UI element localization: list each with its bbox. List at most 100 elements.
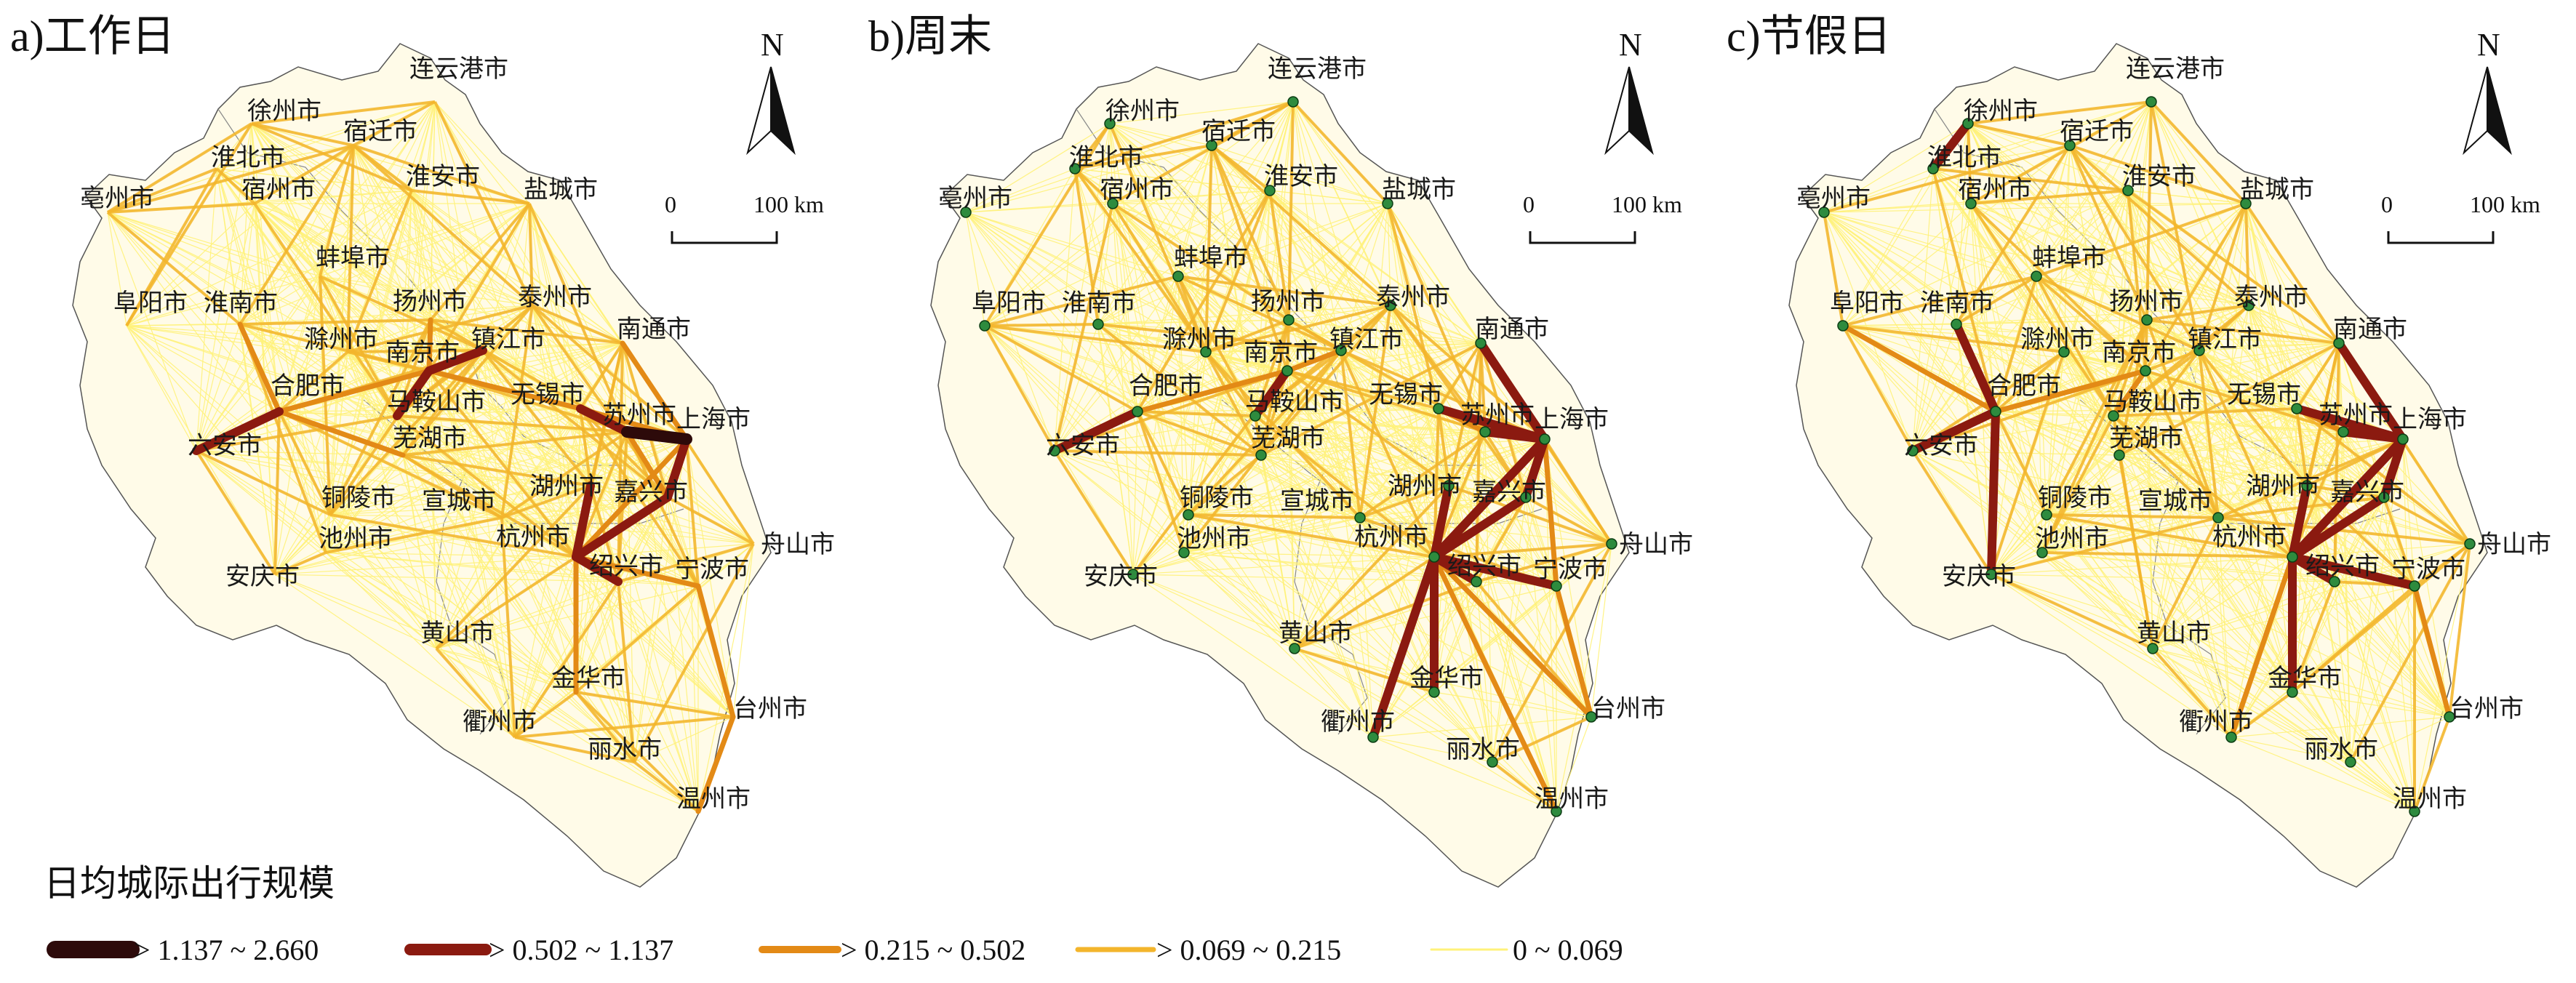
flow-line [1995,411,2153,649]
flow-line [126,203,530,326]
flow-line [2119,370,2146,456]
city-node [1433,403,1444,414]
flow-line [396,415,516,738]
flow-line [106,211,241,326]
flow-line [1054,450,1361,518]
flow-line [1525,497,1557,587]
flow-line [528,203,534,306]
city-label: 宿州市 [1100,176,1174,204]
flow-line [1912,123,1969,452]
flow-line [2118,454,2154,649]
city-node [1183,509,1194,521]
city-node [1255,449,1267,461]
flow-line [2152,585,2415,649]
city-node [1335,345,1347,356]
flow-line [1287,369,1486,433]
flow-line [1932,168,2340,344]
city-label: 金华市 [1409,665,1484,692]
flow-line [1054,450,1189,515]
city-node [2147,643,2159,654]
flow-line [575,497,668,693]
scale-start: 0 [665,191,676,217]
flow-line [325,552,635,763]
flow-line [1204,350,1361,519]
flow-line [1372,585,1557,738]
flow-lines-major [1050,339,1594,814]
flow-line [667,496,754,545]
city-node [1551,806,1562,817]
flow-line [481,349,592,487]
flow-line [396,415,734,718]
flow-line [1137,410,1262,457]
city-node [1520,492,1532,503]
flow-line [279,190,412,412]
flow-line [319,276,348,353]
flow-line [579,407,669,499]
city-label: 徐州市 [1964,97,2038,125]
flow-line [2119,454,2471,545]
flow-line [1994,411,2048,515]
city-label: 温州市 [2393,785,2467,813]
flow-line [2036,275,2200,352]
flow-上海市-杭州市 [1430,435,1549,561]
flow-line [2069,145,2120,456]
flow-line [1073,167,1207,353]
flow-line [2244,202,2340,345]
flow-line [2113,342,2340,417]
flow-line [1433,691,1557,812]
flow-line [402,454,591,487]
city-label: 湖州市 [2246,473,2320,500]
flow-line [965,123,1111,213]
city-node [2036,547,2048,558]
flow-line [319,145,355,277]
flow-line [2292,691,2415,812]
flow-宁波市-台州市 [2412,583,2452,720]
flow-line [2334,581,2351,763]
flow-line [1054,369,1288,452]
city-label: 南京市 [385,339,460,366]
flow-line [319,190,412,277]
flow-line [2333,342,2340,582]
flow-line [2151,517,2220,649]
flow-苏州市-嘉兴市 [624,429,671,500]
city-label: 金华市 [2268,665,2342,692]
flow-line [329,485,591,515]
city-node [1382,198,1393,209]
flow-line [1132,574,1374,738]
flow-line [325,485,591,553]
flow-line [2041,552,2415,812]
flow-line [2231,581,2335,738]
flow-line [2231,737,2415,812]
city-node [1990,406,2001,417]
flow-line [1340,350,1527,498]
flow-line [2112,319,2148,417]
flow-杭州市-嘉兴市 [1430,493,1530,561]
flow-line [1433,542,1612,558]
flow-line [984,323,1099,327]
flow-line [1956,324,1992,575]
flow-line [346,190,413,353]
flow-line [2145,370,2415,587]
flow-line [1112,203,1481,344]
flow-line [436,517,503,649]
city-label: 无锡市 [1369,381,1443,409]
flow-line [1438,408,1592,718]
flow-宁波市-台州市 [695,583,736,720]
flow-line [347,351,699,812]
flow-line [329,431,628,515]
flow-line [1137,411,1295,649]
city-label: 铜陵市 [2038,484,2112,512]
flow-line [1842,275,2037,327]
flow-line [329,514,437,649]
flow-line [1183,552,1295,649]
flow-line [2231,497,2385,738]
flow-line [319,276,399,417]
flow-杭州市-湖州市 [572,481,595,561]
city-label: 宁波市 [675,555,749,583]
flow-南京市-合肥市 [1993,368,2148,414]
flow-line [279,305,533,412]
flow-line [1132,552,1185,575]
flow-line [106,122,253,214]
flow-line [2292,556,2415,812]
